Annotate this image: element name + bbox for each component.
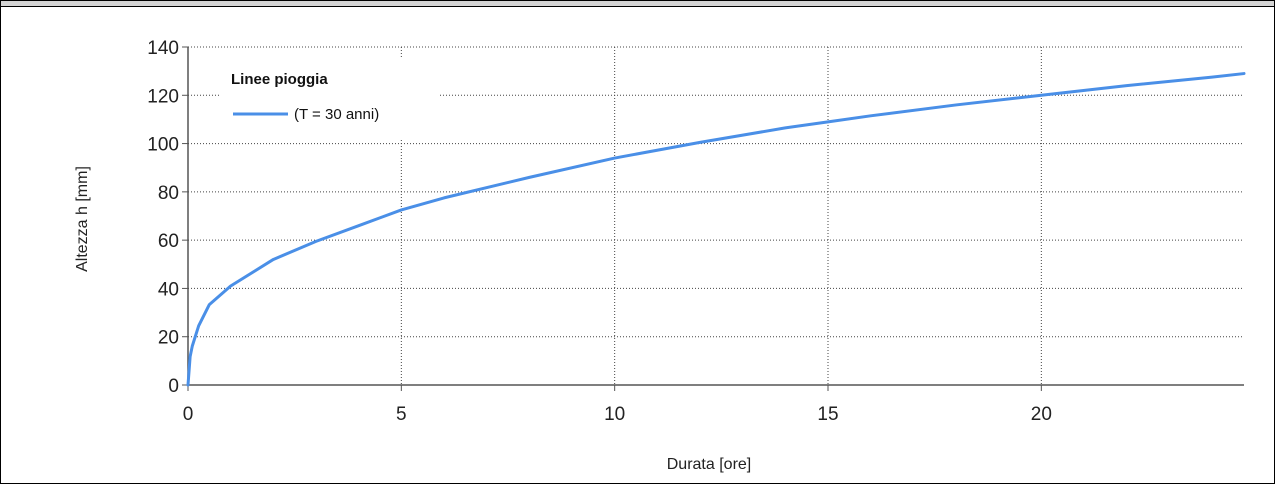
window-title-bar [1, 1, 1274, 7]
legend: Linee pioggia (T = 30 anni) [221, 58, 439, 138]
tick-labels: 0 20 40 60 80 100 120 140 0 5 10 15 20 [147, 38, 1052, 425]
x-tick-label: 15 [817, 404, 838, 425]
legend-entry-label: (T = 30 anni) [294, 106, 379, 123]
y-tick-label: 120 [147, 86, 179, 107]
x-tick-label: 0 [183, 404, 194, 425]
y-tick-label: 40 [158, 279, 179, 300]
x-tick-label: 10 [604, 404, 625, 425]
y-axis-label: Altezza h [mm] [74, 166, 91, 272]
legend-title: Linee pioggia [231, 71, 328, 88]
axes [182, 46, 1244, 391]
x-axis-label: Durata [ore] [667, 456, 751, 473]
y-tick-label: 100 [147, 135, 179, 156]
x-tick-label: 20 [1031, 404, 1052, 425]
y-tick-label: 0 [168, 376, 179, 397]
series-line-0 [186, 72, 1246, 387]
y-tick-label: 20 [158, 328, 179, 349]
grid [188, 46, 1244, 385]
y-tick-label: 140 [147, 38, 179, 59]
legend-background [221, 58, 439, 138]
x-tick-label: 5 [396, 404, 407, 425]
y-tick-label: 80 [158, 183, 179, 204]
y-tick-label: 60 [158, 231, 179, 252]
series-layer [186, 72, 1246, 387]
